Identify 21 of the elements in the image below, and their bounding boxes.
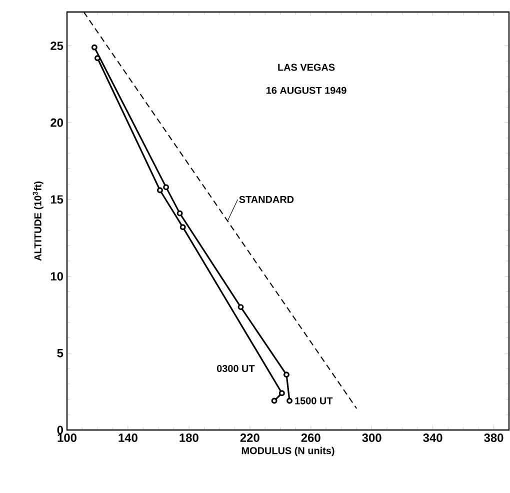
x-tick-label: 300 xyxy=(362,434,382,442)
y-tick-label: 10 xyxy=(50,272,63,281)
x-tick-label: 220 xyxy=(240,434,260,442)
series-label: 1500 UT xyxy=(295,397,333,404)
x-tick-label: 380 xyxy=(484,434,504,442)
y-tick-label: 0 xyxy=(57,426,63,434)
y-tick-label: 25 xyxy=(50,42,64,50)
y-tick-label: 5 xyxy=(57,348,64,358)
annotation: LAS VEGAS xyxy=(278,64,335,71)
x-tick-label: 140 xyxy=(118,434,138,442)
series-label: STANDARD xyxy=(239,196,294,204)
x-tick-label: 260 xyxy=(301,434,320,442)
annotation: 16 AUGUST 1949 xyxy=(266,86,346,94)
series-label: 0300 UT xyxy=(216,365,255,372)
y-tick-label: 15 xyxy=(50,195,64,204)
x-axis-title: MODULUS (N units) xyxy=(242,446,334,456)
x-tick-label: 100 xyxy=(58,434,76,442)
x-tick-label: 340 xyxy=(423,434,442,442)
x-tick-label: 180 xyxy=(180,434,198,442)
y-axis-title: ALTITUDE (10$^{3}$ft) xyxy=(32,181,44,261)
y-tick-label: 20 xyxy=(50,118,63,127)
